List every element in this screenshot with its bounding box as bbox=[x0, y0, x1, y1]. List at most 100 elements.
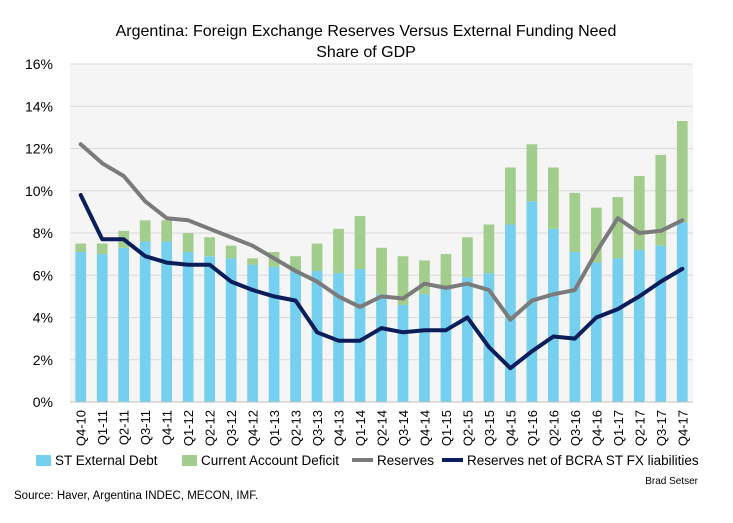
y-tick-label: 0% bbox=[33, 394, 53, 410]
bar-st-external-debt bbox=[397, 304, 409, 402]
bar-current-account-deficit bbox=[182, 233, 194, 253]
x-tick-label: Q3-12 bbox=[224, 410, 239, 446]
bar-st-external-debt bbox=[590, 262, 602, 402]
x-tick-label: Q4-15 bbox=[503, 410, 518, 446]
bar-st-external-debt bbox=[204, 256, 216, 402]
bar-st-external-debt bbox=[161, 241, 173, 402]
bar-current-account-deficit bbox=[139, 220, 151, 242]
bar-current-account-deficit bbox=[676, 121, 688, 223]
y-tick-label: 10% bbox=[25, 183, 53, 199]
x-tick-label: Q3-17 bbox=[654, 410, 669, 446]
bar-st-external-debt bbox=[118, 247, 130, 402]
author-credit: Brad Setser bbox=[645, 476, 698, 487]
chart-title: Argentina: Foreign Exchange Reserves Ver… bbox=[116, 23, 617, 40]
bar-st-external-debt bbox=[139, 241, 151, 402]
bar-st-external-debt bbox=[311, 271, 323, 402]
bar-st-external-debt bbox=[290, 271, 301, 402]
bar-current-account-deficit bbox=[590, 207, 602, 263]
bar-current-account-deficit bbox=[547, 167, 559, 229]
y-tick-label: 4% bbox=[33, 310, 53, 326]
bar-current-account-deficit bbox=[612, 197, 624, 259]
x-tick-label: Q1-17 bbox=[611, 410, 626, 446]
bar-current-account-deficit bbox=[290, 256, 301, 272]
bar-current-account-deficit bbox=[204, 237, 216, 257]
bar-current-account-deficit bbox=[333, 228, 344, 274]
source-note: Source: Haver, Argentina INDEC, MECON, I… bbox=[14, 490, 258, 502]
line-reserves bbox=[78, 142, 685, 322]
legend: ST External Debt Current Account Deficit… bbox=[36, 453, 699, 468]
bar-current-account-deficit bbox=[75, 243, 87, 253]
bar-st-external-debt bbox=[96, 254, 108, 402]
bar-st-external-debt bbox=[419, 294, 430, 402]
bar-st-external-debt bbox=[633, 249, 645, 402]
x-tick-label: Q1-12 bbox=[181, 410, 196, 446]
bar-st-external-debt bbox=[547, 228, 559, 402]
legend-label-reserves-net: Reserves net of BCRA ST FX liabilities bbox=[467, 453, 699, 468]
bar-current-account-deficit bbox=[354, 216, 366, 269]
bar-st-external-debt bbox=[182, 252, 194, 402]
bar-current-account-deficit bbox=[161, 220, 173, 242]
x-tick-label: Q4-11 bbox=[160, 410, 175, 445]
x-tick-label: Q1-11 bbox=[95, 410, 110, 445]
bar-current-account-deficit bbox=[655, 154, 667, 246]
line-reserves-net-of-bcra-st-fx-liabilities bbox=[78, 193, 685, 371]
bar-st-external-debt bbox=[483, 273, 495, 402]
x-tick-label: Q4-14 bbox=[417, 410, 432, 446]
y-tick-label: 14% bbox=[25, 98, 53, 114]
x-tick-label: Q3-15 bbox=[482, 410, 497, 446]
x-tick-label: Q2-17 bbox=[632, 410, 647, 446]
bar-st-external-debt bbox=[247, 264, 258, 402]
bar-current-account-deficit bbox=[483, 224, 495, 274]
lines bbox=[78, 142, 685, 371]
bar-st-external-debt bbox=[676, 222, 688, 402]
legend-label-st-external-debt: ST External Debt bbox=[55, 453, 158, 468]
x-tick-label: Q3-13 bbox=[310, 410, 325, 446]
y-axis-ticks: 0% 2% 4% 6% 8% 10% 12% 14% 16% bbox=[25, 56, 53, 410]
legend-swatch-current-account-deficit bbox=[182, 455, 197, 466]
x-tick-label: Q4-10 bbox=[74, 410, 89, 446]
bar-st-external-debt bbox=[75, 252, 87, 402]
bar-st-external-debt bbox=[462, 277, 473, 402]
bar-current-account-deficit bbox=[397, 256, 409, 305]
bar-st-external-debt bbox=[569, 252, 581, 402]
x-tick-label: Q1-14 bbox=[353, 410, 368, 446]
y-tick-label: 6% bbox=[33, 267, 53, 283]
bar-current-account-deficit bbox=[96, 243, 108, 255]
bar-st-external-debt bbox=[440, 287, 452, 402]
x-tick-label: Q1-15 bbox=[439, 410, 454, 446]
bar-st-external-debt bbox=[376, 294, 387, 402]
x-tick-label: Q4-12 bbox=[246, 410, 261, 446]
bar-current-account-deficit bbox=[247, 258, 258, 265]
bar-current-account-deficit bbox=[311, 243, 323, 272]
y-tick-label: 8% bbox=[33, 225, 53, 241]
chart-subtitle: Share of GDP bbox=[316, 44, 416, 61]
legend-label-reserves: Reserves bbox=[377, 453, 434, 468]
x-tick-label: Q4-16 bbox=[589, 410, 604, 446]
legend-label-current-account-deficit: Current Account Deficit bbox=[201, 453, 339, 468]
x-tick-label: Q2-15 bbox=[460, 410, 475, 446]
bar-current-account-deficit bbox=[225, 245, 237, 259]
bar-st-external-debt bbox=[268, 266, 280, 402]
bar-current-account-deficit bbox=[569, 192, 581, 253]
bar-current-account-deficit bbox=[462, 237, 473, 278]
x-tick-label: Q3-11 bbox=[138, 410, 153, 445]
bar-st-external-debt bbox=[612, 258, 624, 402]
x-tick-label: Q1-13 bbox=[267, 410, 282, 446]
x-tick-label: Q2-14 bbox=[375, 410, 390, 446]
bar-current-account-deficit bbox=[633, 175, 645, 250]
y-tick-label: 16% bbox=[25, 56, 53, 72]
bar-current-account-deficit bbox=[440, 254, 452, 288]
x-tick-label: Q2-16 bbox=[546, 410, 561, 446]
x-tick-label: Q2-12 bbox=[203, 410, 218, 446]
x-tick-label: Q3-14 bbox=[396, 410, 411, 446]
x-tick-label: Q2-11 bbox=[117, 410, 132, 445]
bar-current-account-deficit bbox=[526, 144, 538, 202]
bar-st-external-debt bbox=[354, 268, 366, 402]
x-axis-ticks: Q4-10 Q1-11 Q2-11 Q3-11 Q4-11 Q1-12 Q2-12 Q3-12… bbox=[74, 410, 691, 446]
bar-st-external-debt bbox=[505, 224, 516, 402]
x-tick-label: Q2-13 bbox=[289, 410, 304, 446]
bar-st-external-debt bbox=[655, 245, 667, 402]
legend-swatch-st-external-debt bbox=[36, 455, 51, 466]
